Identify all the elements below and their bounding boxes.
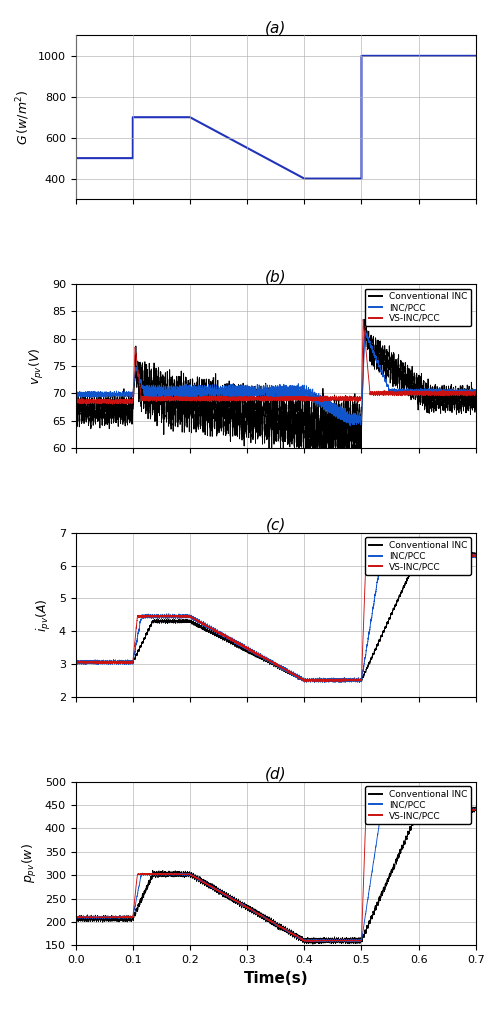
Title: (b): (b) xyxy=(265,269,286,284)
Legend: Conventional INC, INC/PCC, VS-INC/PCC: Conventional INC, INC/PCC, VS-INC/PCC xyxy=(365,787,471,824)
Y-axis label: $i_{pv}(A)$: $i_{pv}(A)$ xyxy=(35,598,53,632)
Title: (c): (c) xyxy=(265,518,286,533)
Y-axis label: $G\/(w/m^2)$: $G\/(w/m^2)$ xyxy=(15,89,32,145)
Title: (d): (d) xyxy=(265,766,286,782)
Y-axis label: $p_{pv}(w)$: $p_{pv}(w)$ xyxy=(21,843,39,884)
Title: (a): (a) xyxy=(265,20,286,35)
Legend: Conventional INC, INC/PCC, VS-INC/PCC: Conventional INC, INC/PCC, VS-INC/PCC xyxy=(365,538,471,575)
Legend: Conventional INC, INC/PCC, VS-INC/PCC: Conventional INC, INC/PCC, VS-INC/PCC xyxy=(365,289,471,327)
X-axis label: Time(s): Time(s) xyxy=(244,971,308,986)
Y-axis label: $v_{pv}(V)$: $v_{pv}(V)$ xyxy=(28,347,46,385)
